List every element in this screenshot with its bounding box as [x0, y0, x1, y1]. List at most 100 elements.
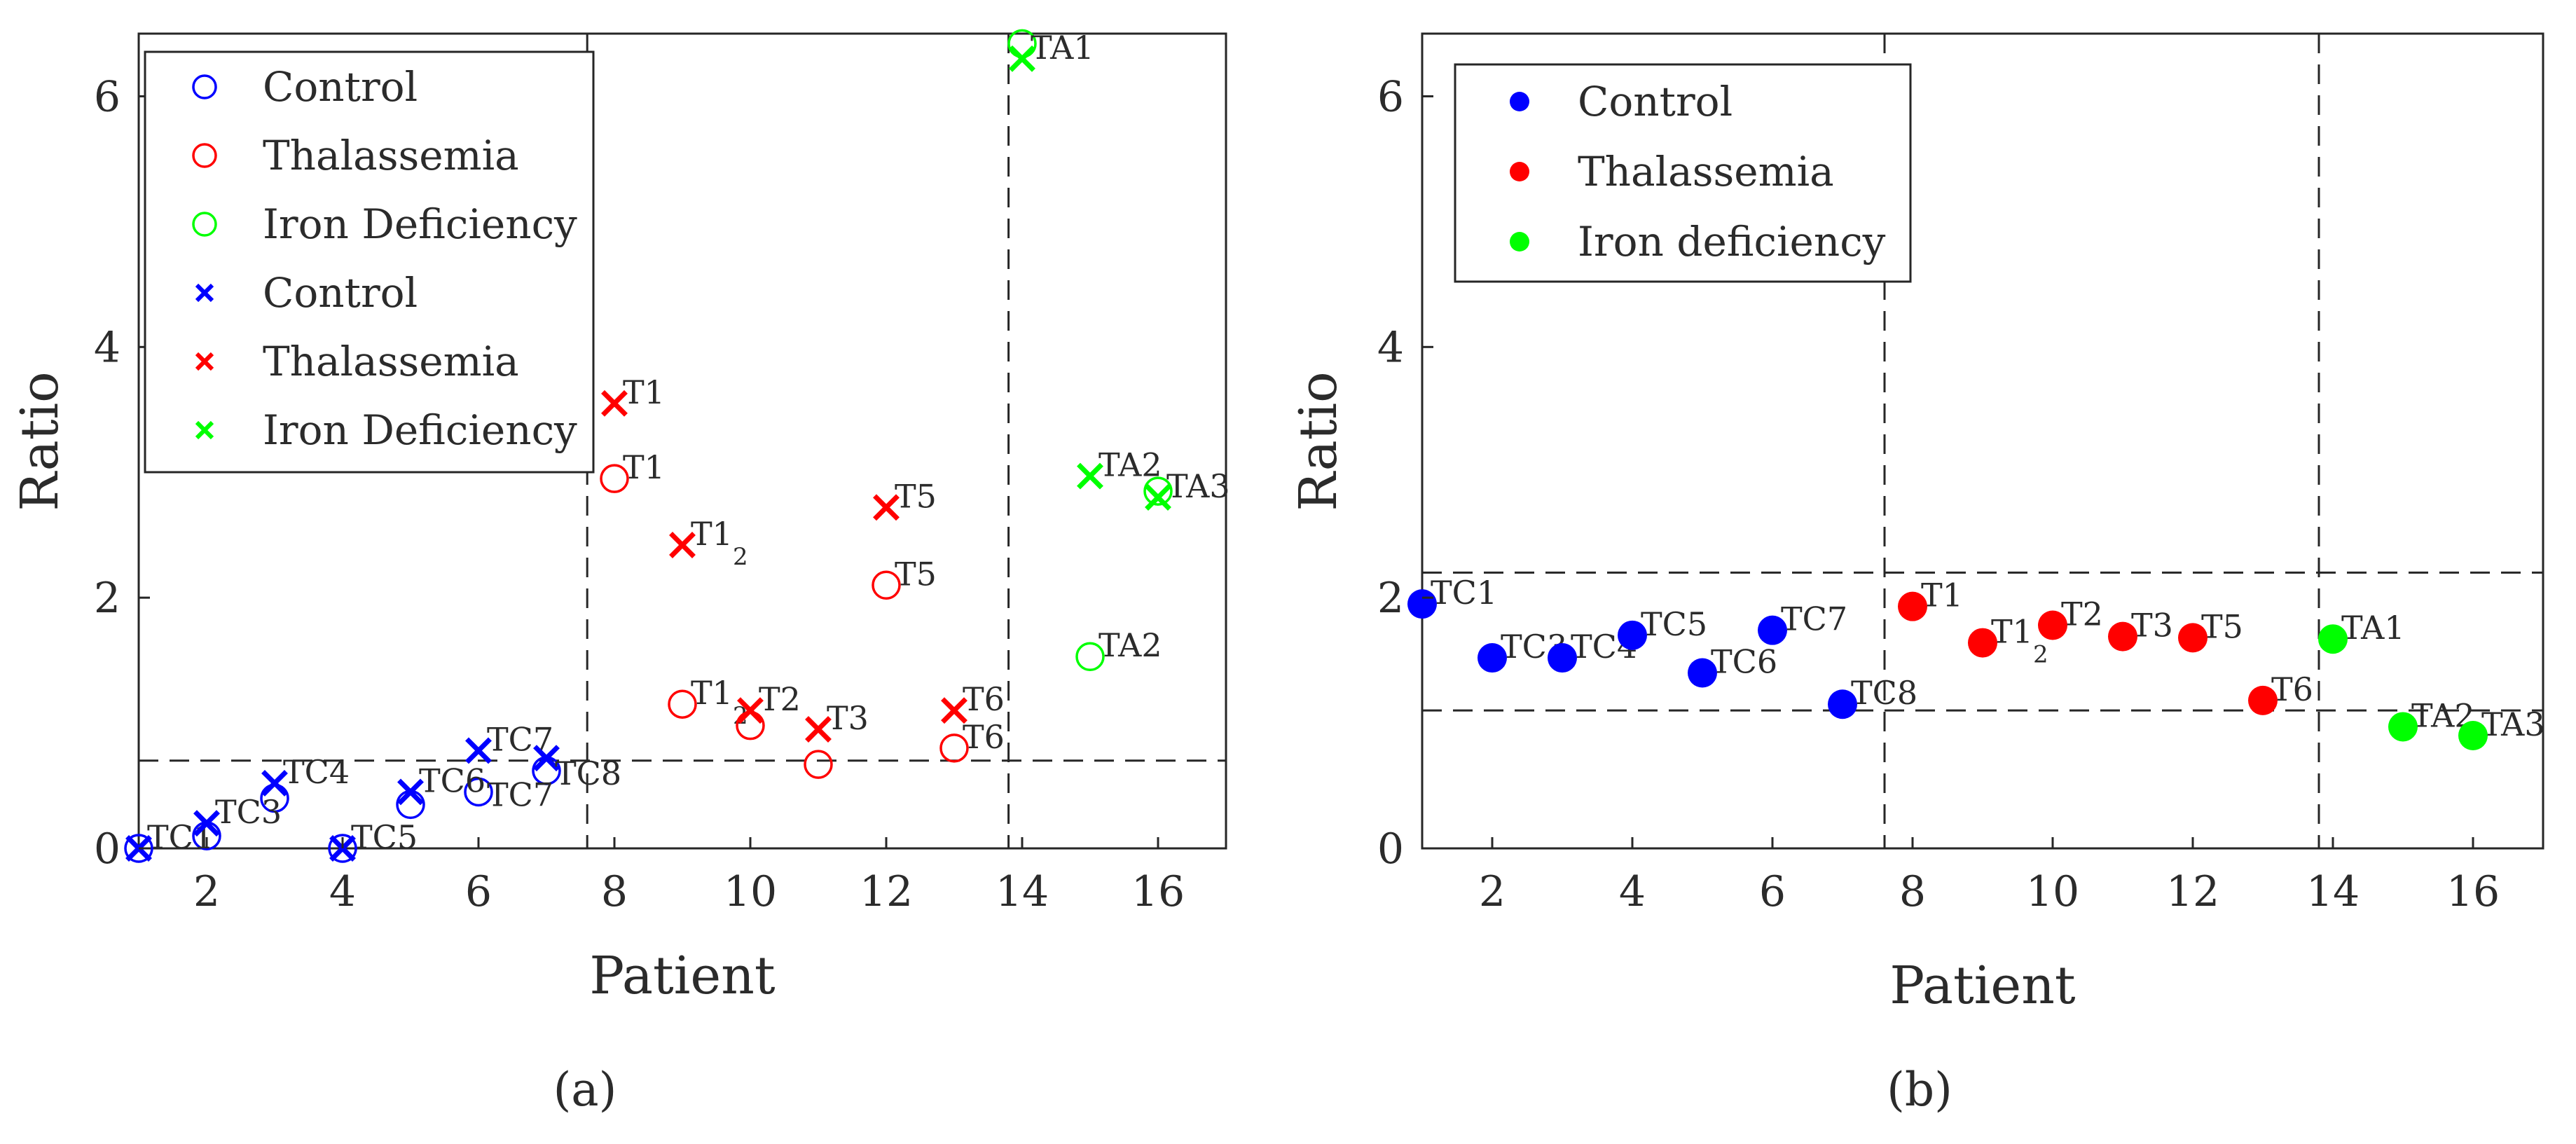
data-point [1758, 615, 1787, 645]
data-point [1968, 628, 1997, 658]
data-point [2178, 623, 2207, 653]
legend-marker [1510, 92, 1529, 111]
x-tick-label: 8 [1899, 867, 1926, 916]
data-point [1143, 476, 1173, 506]
y-tick-label: 4 [1377, 323, 1404, 372]
legend-entry-thalassemia: Thalassemia [1578, 148, 1834, 195]
y-tick-label: 0 [94, 825, 120, 874]
legend-entry-control: Control [263, 269, 418, 317]
data-point [1077, 462, 1103, 490]
data-point [533, 745, 560, 772]
point-label: T3 [2131, 607, 2173, 645]
data-point [872, 570, 901, 600]
data-point [261, 770, 288, 797]
data-point [465, 737, 492, 764]
panel-b-axes-box [1421, 32, 2544, 850]
legend-entry-thalassemia: Thalassemia [263, 338, 519, 385]
data-point [1618, 620, 1647, 650]
legend-marker [192, 143, 217, 168]
panel-a-ylabel: Ratio [10, 371, 70, 511]
legend-marker [192, 74, 217, 99]
panel-a-label: (a) [553, 1063, 617, 1117]
data-point [328, 834, 357, 863]
point-label: TC7 [1781, 600, 1847, 638]
point-label: TC5 [351, 818, 418, 856]
data-point [2038, 610, 2067, 640]
x-tick-label: 2 [193, 867, 220, 916]
point-label: TC5 [1641, 605, 1707, 643]
panel-a-axes-box [137, 32, 1227, 850]
data-point [2248, 685, 2278, 715]
panel-a-ticks: 2 4 6 8 10 12 14 16 0 2 4 6 [94, 72, 1185, 916]
x-tick-label: 12 [2166, 867, 2219, 916]
legend-entry-iron-deficiency: Iron Deficiency [263, 200, 577, 248]
point-label: T5 [2201, 607, 2243, 645]
point-label: TA2 [1098, 626, 1162, 664]
x-tick-label: 2 [1479, 867, 1506, 916]
legend-marker [1510, 162, 1529, 181]
point-label: TC8 [1851, 674, 1917, 712]
x-tick-label: 10 [724, 867, 777, 916]
y-tick-label: 2 [1377, 574, 1404, 623]
data-point [2388, 712, 2418, 742]
data-point [1828, 689, 1857, 719]
data-point [193, 810, 220, 837]
panel-b-ticks: 2 4 6 8 10 12 14 16 0 2 4 6 [1377, 72, 2500, 916]
point-label: TC6 [1711, 643, 1777, 681]
legend-entry-control: Control [263, 63, 418, 111]
x-tick-label: 16 [2446, 867, 2500, 916]
legend-box [1454, 63, 1912, 283]
data-point [1407, 589, 1437, 619]
point-label: T1 [1921, 577, 1963, 614]
point-label: TC4 [283, 753, 350, 791]
point-label: T6 [2271, 670, 2313, 708]
x-tick-label: 14 [2306, 867, 2360, 916]
point-label: TC7 [487, 776, 553, 813]
point-label: TC1 [1431, 574, 1497, 612]
point-label: T3 [827, 699, 869, 737]
legend-marker [195, 352, 214, 371]
panel-b-ylabel: Ratio [1288, 371, 1349, 511]
point-label-subscript: 2 [2033, 641, 2048, 669]
point-label: T1 [623, 373, 665, 411]
data-point [805, 716, 832, 743]
point-label: T6 [963, 718, 1005, 756]
series-thalassemia-circle: T1 T12 T5 T6 [600, 448, 1005, 779]
point-label: T6 [963, 680, 1005, 718]
data-point [124, 834, 153, 863]
data-point [1075, 642, 1105, 671]
point-label: TC3 [215, 793, 282, 831]
legend-marker [195, 283, 214, 303]
x-tick-label: 8 [601, 867, 628, 916]
legend-marker [192, 212, 217, 237]
x-tick-label: 16 [1131, 867, 1185, 916]
data-point [1145, 484, 1171, 511]
data-point [464, 777, 493, 807]
data-point [668, 689, 697, 719]
x-tick-label: 4 [329, 867, 356, 916]
x-tick-label: 14 [996, 867, 1049, 916]
data-point [939, 733, 969, 763]
data-point [2318, 624, 2348, 654]
x-tick-label: 6 [465, 867, 492, 916]
point-label-subscript: 2 [733, 543, 748, 571]
x-tick-label: 12 [860, 867, 913, 916]
panel-b-label: (b) [1887, 1063, 1952, 1117]
data-point [1688, 658, 1717, 688]
point-label: TA2 [1098, 446, 1162, 484]
y-tick-label: 0 [1377, 825, 1404, 874]
x-tick-label: 4 [1619, 867, 1646, 916]
data-point [1548, 643, 1577, 673]
panel-a-xlabel: Patient [589, 946, 775, 1006]
panel-b-legend: Control Thalassemia Iron deficiency [1454, 63, 1912, 283]
